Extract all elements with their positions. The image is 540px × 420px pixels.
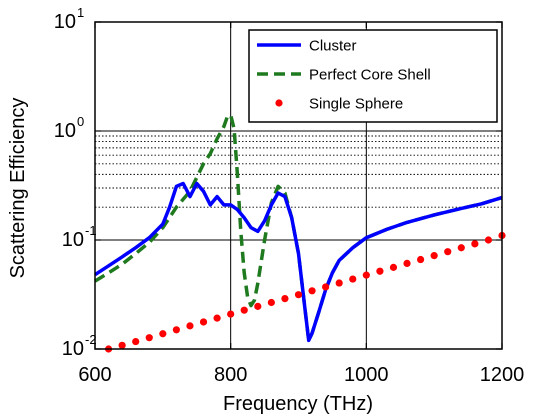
y-axis-label: Scattering Efficiency xyxy=(7,98,29,279)
data-point-single-sphere xyxy=(457,244,465,252)
data-point-single-sphere xyxy=(362,271,370,279)
data-point-single-sphere xyxy=(308,287,316,295)
data-point-single-sphere xyxy=(349,275,357,283)
data-point-single-sphere xyxy=(132,337,140,346)
x-tick-label: 1000 xyxy=(344,364,389,386)
data-point-single-sphere xyxy=(227,310,235,318)
y-tick-label-exponent: 0 xyxy=(77,114,84,129)
y-tick-label-exponent: -1 xyxy=(85,223,97,238)
legend-label-cluster: Cluster xyxy=(309,38,357,55)
data-point-single-sphere xyxy=(430,252,438,260)
data-point-single-sphere xyxy=(471,240,479,248)
x-tick-label: 1200 xyxy=(480,364,525,386)
data-point-single-sphere xyxy=(484,236,493,244)
minor-grid xyxy=(95,135,502,208)
x-axis-label: Frequency (THz) xyxy=(223,393,373,415)
y-tick-label-base: 10 xyxy=(62,229,84,251)
data-point-single-sphere xyxy=(159,330,167,338)
legend-label-perfect-core-shell: Perfect Core Shell xyxy=(309,67,431,84)
data-point-single-sphere xyxy=(417,255,425,264)
data-point-single-sphere xyxy=(376,267,384,275)
data-point-single-sphere xyxy=(389,263,398,271)
data-point-single-sphere xyxy=(186,322,194,330)
data-point-single-sphere xyxy=(281,294,289,303)
data-point-single-sphere xyxy=(294,291,303,299)
y-tick-label-exponent: -2 xyxy=(85,332,97,347)
legend-swatch-single-sphere xyxy=(275,99,283,107)
legend: Cluster Perfect Core Shell Single Sphere xyxy=(248,29,498,123)
x-tick-label: 800 xyxy=(214,364,247,386)
data-point-single-sphere xyxy=(172,326,180,334)
y-tick-label-base: 10 xyxy=(54,11,76,33)
data-point-single-sphere xyxy=(335,279,343,287)
data-point-single-sphere xyxy=(267,298,275,307)
legend-label-single-sphere: Single Sphere xyxy=(309,96,403,113)
data-point-single-sphere xyxy=(444,248,452,256)
axis-ticks xyxy=(94,21,503,350)
series-line-perfect-core-shell xyxy=(94,113,503,343)
data-point-single-sphere xyxy=(403,259,411,267)
data-point-single-sphere xyxy=(199,318,208,326)
y-tick-label-base: 10 xyxy=(62,338,84,360)
x-tick-label: 600 xyxy=(78,364,111,386)
plot-frame xyxy=(94,21,503,350)
data-point-single-sphere xyxy=(240,306,248,314)
data-point-single-sphere xyxy=(322,283,330,291)
y-tick-label-base: 10 xyxy=(54,120,76,142)
y-tick-label-exponent: 1 xyxy=(77,5,84,20)
data-point-single-sphere xyxy=(213,314,221,322)
data-point-single-sphere xyxy=(145,334,153,342)
series-line-cluster xyxy=(94,181,503,343)
data-point-single-sphere xyxy=(254,302,262,310)
data-point-single-sphere xyxy=(118,341,126,349)
